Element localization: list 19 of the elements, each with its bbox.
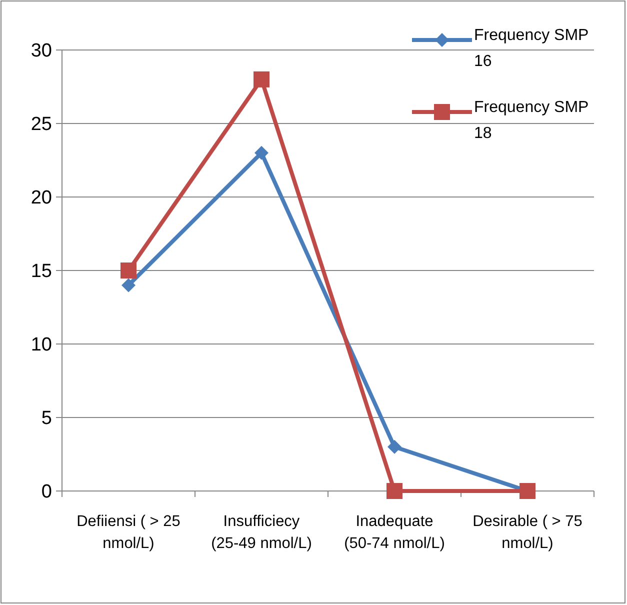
point (386, 483, 402, 499)
x-tick-label: Desirable ( > 75 nmol/L) (472, 513, 582, 552)
y-tick-label: 20 (30, 188, 52, 209)
x-tick-label: Insufficiecy (25-49 nmol/L) (211, 513, 312, 552)
legend-label: Frequency SMP 16 (474, 27, 589, 70)
y-tick-label: 0 (41, 482, 52, 503)
point (120, 262, 136, 278)
y-tick-label: 25 (30, 114, 52, 136)
point (388, 440, 402, 454)
x-tick-label: Inadequate (50-74 nmol/L) (344, 513, 445, 552)
point (254, 71, 270, 88)
point (254, 146, 268, 160)
legend-label: Frequency SMP 18 (474, 99, 589, 142)
y-tick-label: 15 (30, 261, 52, 282)
y-tick-label: 10 (30, 334, 52, 356)
y-tick-label: 30 (30, 40, 52, 62)
y-tick-label: 5 (41, 408, 52, 430)
x-tick-label: Defiiensi ( > 25 nmol/L) (76, 513, 180, 552)
point (122, 278, 136, 292)
